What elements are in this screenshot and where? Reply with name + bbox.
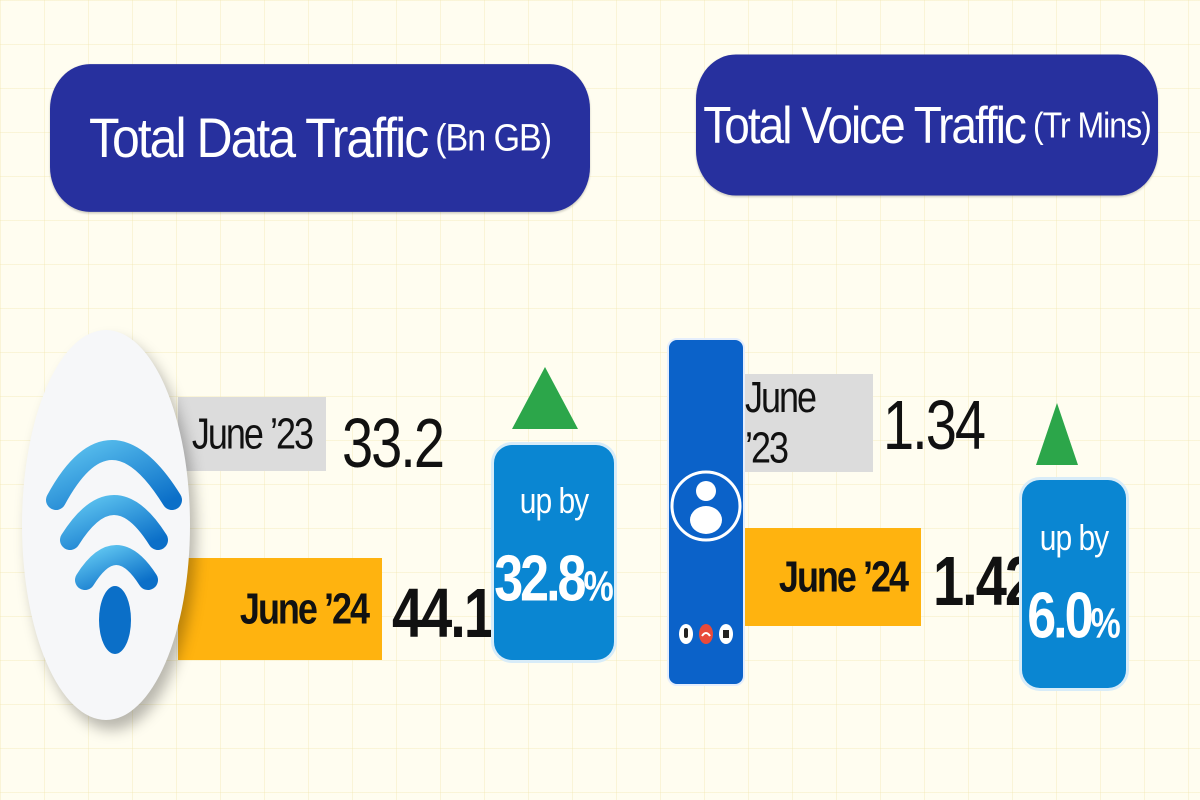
data-change-value: 32.8% [494,542,614,617]
data-june23-bar: June ’23 [178,397,326,471]
voice-june24-label: June ’24 [778,551,909,601]
voice-traffic-title-unit: (Tr Mins) [1032,104,1152,145]
data-june23-value: 33.2 [342,403,445,482]
voice-june24-bar: June ’24 [745,528,921,626]
phone-call-icon [667,338,745,686]
data-june24-bar: June ’24 [178,558,382,660]
data-change-number: 32.8 [494,542,586,616]
data-traffic-title: Total Data Traffic (Bn GB) [50,64,590,212]
voice-traffic-title: Total Voice Traffic (Tr Mins) [696,54,1158,196]
data-change-label: up by [519,481,589,522]
data-june24-label: June ’24 [239,583,370,633]
voice-change-number: 6.0 [1027,579,1093,653]
voice-traffic-title-main: Total Voice Traffic [703,95,1027,155]
data-up-arrow-icon [512,367,578,429]
data-june24-value: 44.1 [392,573,495,652]
data-june23-label: June ’23 [191,408,314,458]
voice-june24-value: 1.42 [933,541,1036,620]
data-change-badge: up by 32.8% [494,445,614,660]
data-traffic-title-unit: (Bn GB) [435,116,552,159]
voice-change-value: 6.0% [1022,579,1126,654]
voice-june23-label: June ’23 [745,372,817,473]
voice-june23-value: 1.34 [883,385,986,464]
data-traffic-title-main: Total Data Traffic [88,106,429,170]
wifi-icon [22,330,190,720]
data-change-unit: % [583,562,614,611]
voice-up-arrow-icon [1036,403,1078,465]
voice-june23-bar: June ’23 [745,372,873,473]
voice-change-label: up by [1039,518,1109,559]
voice-change-unit: % [1090,599,1121,648]
voice-change-badge: up by 6.0% [1022,480,1126,688]
